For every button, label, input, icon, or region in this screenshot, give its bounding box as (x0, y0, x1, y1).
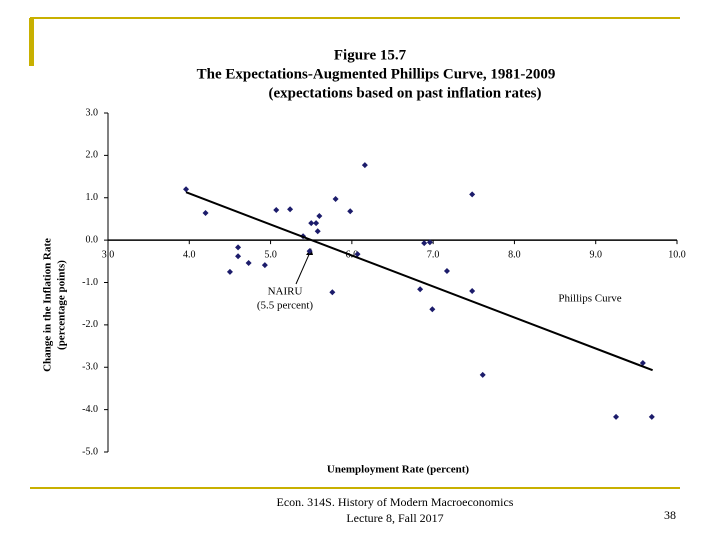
y-axis-label: Change in the Inflation Rate (42, 238, 54, 372)
y-tick-label: 1.0 (86, 192, 99, 203)
point (332, 196, 339, 203)
x-tick-label: 3.0 (102, 249, 115, 260)
trend-line (185, 191, 653, 372)
chart-subtitle: (expectations based on past inflation ra… (269, 85, 542, 101)
point (421, 240, 428, 247)
footer-line: Lecture 8, Fall 2017 (346, 511, 443, 525)
x-tick-label: 9.0 (589, 249, 602, 260)
x-tick-label: 5.0 (264, 249, 277, 260)
y-tick-label: 2.0 (86, 150, 99, 161)
annotation: NAIRU (268, 286, 303, 298)
point (314, 228, 321, 235)
point (354, 251, 361, 258)
y-tick-label: -5.0 (82, 446, 98, 457)
annotation-arrow (295, 249, 312, 285)
point (245, 260, 252, 267)
y-tick-label: 0.0 (86, 234, 99, 245)
point (347, 208, 354, 215)
point (469, 287, 476, 294)
y-tick-label: -2.0 (82, 319, 98, 330)
point (273, 207, 280, 214)
y-tick-label: -1.0 (82, 277, 98, 288)
corner-bar (29, 18, 34, 66)
point (613, 413, 620, 420)
point (361, 162, 368, 169)
point (648, 413, 655, 420)
point (479, 371, 486, 378)
point (261, 262, 268, 269)
slide-decoration (29, 17, 680, 489)
y-tick-label: -3.0 (82, 362, 98, 373)
point (287, 206, 294, 213)
point (226, 268, 233, 275)
point (639, 360, 646, 367)
x-tick-label: 10.0 (668, 249, 686, 260)
trend-label: Phillips Curve (558, 293, 621, 305)
point (469, 191, 476, 198)
point (426, 239, 433, 246)
point (235, 244, 242, 251)
point (235, 253, 242, 260)
point (329, 289, 336, 296)
chart-subtitle: The Expectations-Augmented Phillips Curv… (197, 66, 556, 82)
footer-line: Econ. 314S. History of Modern Macroecono… (277, 495, 514, 509)
point (443, 268, 450, 275)
point (313, 220, 320, 227)
point (429, 306, 436, 313)
point (417, 286, 424, 293)
point (202, 210, 209, 217)
point (316, 212, 323, 219)
chart-title: Figure 15.7 (334, 47, 407, 63)
page-number: 38 (664, 508, 676, 522)
y-tick-label: -4.0 (82, 404, 98, 415)
point (183, 186, 190, 193)
x-tick-label: 4.0 (183, 249, 196, 260)
point (306, 248, 313, 255)
y-tick-label: 3.0 (86, 107, 99, 118)
x-tick-label: 7.0 (427, 249, 440, 260)
point (308, 220, 315, 227)
annotation: (5.5 percent) (257, 300, 314, 312)
x-tick-label: 8.0 (508, 249, 521, 260)
x-axis-label: Unemployment Rate (percent) (327, 464, 469, 476)
y-axis-label: (percentage points) (56, 260, 68, 350)
